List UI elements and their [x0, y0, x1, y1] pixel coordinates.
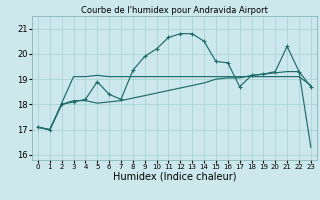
Title: Courbe de l'humidex pour Andravida Airport: Courbe de l'humidex pour Andravida Airpo… [81, 6, 268, 15]
X-axis label: Humidex (Indice chaleur): Humidex (Indice chaleur) [113, 172, 236, 182]
